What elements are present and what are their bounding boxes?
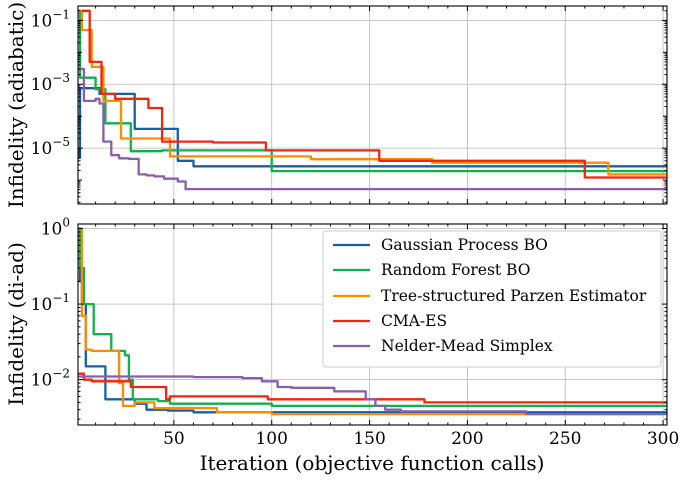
top-ticks: 10−1 10−3 10−5 xyxy=(31,6,667,204)
bottom-series-layer xyxy=(78,227,667,416)
x-tick-label: 50 xyxy=(163,429,185,449)
top-plot-frame xyxy=(77,5,668,205)
series-random-forest-bo xyxy=(78,227,667,408)
legend-label: Random Forest BO xyxy=(381,261,530,279)
y-tick-label: 10−3 xyxy=(31,71,70,95)
legend-entry: Nelder-Mead Simplex xyxy=(333,337,553,355)
legend-label: Nelder-Mead Simplex xyxy=(381,337,553,355)
legend: Gaussian Process BO Random Forest BO Tre… xyxy=(322,230,662,368)
series-nelder-mead-simplex xyxy=(78,67,667,191)
y-tick-label: 100 xyxy=(41,216,70,240)
top-series-layer xyxy=(78,9,667,191)
legend-label: Tree-structured Parzen Estimator xyxy=(381,287,647,305)
legend-box xyxy=(322,230,662,368)
top-grid xyxy=(78,6,667,204)
x-tick-label: 200 xyxy=(451,429,483,449)
series-tree-structured-parzen-estimator xyxy=(78,227,664,416)
legend-entry: Gaussian Process BO xyxy=(333,236,548,254)
series-cma-es xyxy=(81,9,667,179)
bottom-ticks: 50 100 150 200 250 300 100 10−1 10−2 xyxy=(31,216,679,449)
y-tick-label: 10−1 xyxy=(31,291,70,315)
bottom-y-axis-label: Infidelity (di-ad) xyxy=(4,242,28,406)
x-tick-label: 100 xyxy=(255,429,287,449)
y-tick-label: 10−1 xyxy=(31,7,70,31)
series-gaussian-process-bo xyxy=(78,87,667,168)
legend-entry: Tree-structured Parzen Estimator xyxy=(333,287,647,305)
bottom-plot-frame xyxy=(77,223,668,426)
bottom-panel: 50 100 150 200 250 300 100 10−1 10−2 Infidelity … xyxy=(4,216,679,475)
x-tick-label: 300 xyxy=(647,429,679,449)
series-cma-es xyxy=(78,372,667,404)
y-tick-label: 10−2 xyxy=(31,367,70,391)
legend-label: Gaussian Process BO xyxy=(381,236,548,254)
top-y-axis-label: Infidelity (adiabatic) xyxy=(4,2,28,208)
series-random-forest-bo xyxy=(78,9,667,173)
series-nelder-mead-simplex xyxy=(78,375,667,416)
x-tick-label: 250 xyxy=(549,429,581,449)
legend-label: CMA-ES xyxy=(381,312,447,330)
legend-entry: Random Forest BO xyxy=(333,261,530,279)
top-panel: 10−1 10−3 10−5 Infidelity (adiabatic) xyxy=(4,2,668,208)
x-axis-label: Iteration (objective function calls) xyxy=(200,451,545,475)
x-tick-label: 150 xyxy=(353,429,385,449)
legend-entry: CMA-ES xyxy=(333,312,447,330)
y-tick-label: 10−5 xyxy=(31,135,70,159)
